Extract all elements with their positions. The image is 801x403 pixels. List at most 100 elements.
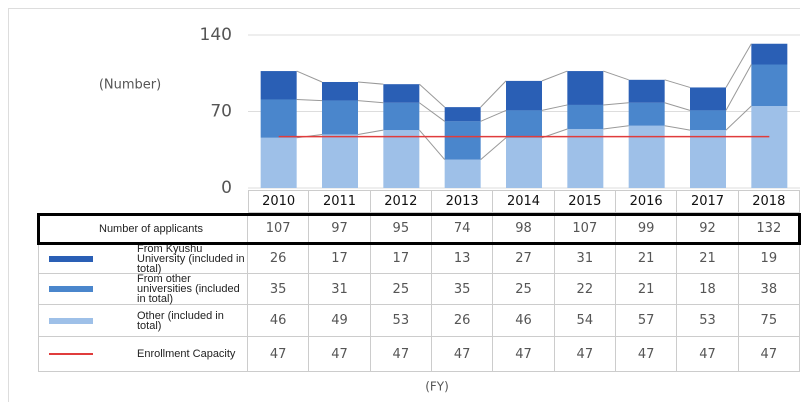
legend-label: From Kyushu University (included in tota… [38, 242, 248, 275]
table-value: 18 [677, 274, 739, 305]
bar-segment [322, 100, 358, 135]
connector-line [296, 98, 323, 102]
bar-segment [444, 121, 481, 160]
connector-line [480, 80, 507, 108]
bar-segment [567, 104, 604, 129]
table-value: 75 [738, 305, 800, 337]
connector-line [357, 81, 384, 85]
table-value-text: 97 [331, 221, 348, 236]
table-value-text: 47 [760, 346, 778, 362]
y-tick-label: 70 [210, 102, 232, 122]
year-header-text: 2018 [752, 194, 786, 209]
y-axis-label: (Number) [99, 78, 161, 93]
year-header: 2012 [370, 190, 432, 213]
bar-segment [690, 110, 726, 131]
table-value-text: 25 [515, 281, 532, 297]
connector-line [541, 104, 568, 111]
connector-line [480, 137, 507, 160]
table-value: 26 [248, 244, 310, 274]
table-value: 31 [309, 274, 371, 305]
year-header: 2015 [554, 190, 616, 213]
table-value-text: 22 [576, 281, 594, 297]
table-value: 47 [554, 337, 616, 372]
year-header-text: 2014 [506, 194, 541, 209]
table-value: 13 [432, 244, 494, 274]
legend-label: Other (included in total) [38, 305, 248, 337]
table-value-text: 21 [637, 251, 655, 266]
bar-segment [628, 102, 665, 126]
table-value-text: 46 [269, 313, 287, 328]
table-value-text: 47 [453, 346, 471, 362]
bar-segment [506, 110, 542, 138]
legend-label-text: From other universities (included in tot… [137, 273, 240, 305]
table-value: 47 [493, 337, 555, 372]
table-value: 17 [309, 244, 371, 274]
table-value-text: 26 [453, 313, 471, 328]
bar-segment [383, 102, 420, 131]
table-value: 31 [554, 244, 616, 274]
connector-line [357, 100, 384, 104]
table-value-text: 92 [699, 221, 716, 236]
connector-line [480, 109, 507, 122]
legend-label: From other universities (included in tot… [38, 274, 248, 305]
bar-segment [751, 106, 788, 188]
legend-label: Enrollment Capacity [38, 337, 248, 372]
table-value-text: 47 [331, 346, 348, 362]
legend-swatch [49, 353, 93, 355]
table-value: 21 [677, 244, 739, 274]
bar-segment [506, 137, 542, 188]
table-value: 19 [738, 244, 800, 274]
table-value-text: 95 [392, 221, 410, 236]
year-header: 2017 [677, 190, 739, 213]
year-header-text: 2016 [629, 194, 663, 209]
table-value-text: 17 [331, 251, 348, 266]
table-value-text: 107 [572, 221, 598, 236]
table-value-text: 25 [392, 281, 410, 297]
table-value: 46 [493, 305, 555, 337]
connector-line [296, 70, 323, 83]
table-value-text: 19 [760, 251, 778, 266]
legend-swatch [49, 317, 93, 324]
year-header-text: 2010 [262, 194, 296, 209]
table-value-text: 47 [699, 346, 716, 362]
bar-segment [322, 134, 358, 188]
year-header-text: 2012 [384, 194, 418, 209]
legend-swatch [49, 286, 93, 292]
table-value-text: 38 [760, 281, 778, 297]
connector-line [664, 79, 691, 88]
table-value: 57 [616, 305, 678, 337]
connector-line [664, 102, 691, 111]
table-value-text: 98 [515, 221, 532, 236]
year-header: 2018 [738, 190, 800, 213]
table-value-text: 17 [392, 251, 410, 266]
legend-swatch [49, 255, 93, 262]
table-value-text: 35 [269, 281, 287, 297]
table-value-text: 49 [331, 313, 348, 328]
bar-segment [628, 125, 665, 188]
bar-segment [260, 137, 297, 188]
connector-line [541, 70, 568, 82]
table-value-text: 75 [760, 313, 778, 328]
total-label-text: Number of applicants [99, 222, 203, 235]
connector-line [357, 129, 384, 135]
table-value: 25 [370, 274, 432, 305]
legend-label-text: Enrollment Capacity [137, 348, 236, 360]
bar-segment [260, 71, 297, 100]
connector-line [419, 102, 445, 122]
bar-segment [628, 79, 665, 103]
table-value: 27 [493, 244, 555, 274]
year-header: 2011 [309, 190, 371, 213]
legend-label-text: From Kyushu University (included in tota… [137, 242, 245, 275]
table-value: 49 [309, 305, 371, 337]
bar-segment [383, 84, 420, 103]
table-value: 47 [309, 337, 371, 372]
connector-line [603, 102, 629, 106]
legend-label-text: Other (included in total) [137, 309, 224, 332]
table-value: 22 [554, 274, 616, 305]
connector-line [418, 83, 446, 108]
table-value: 47 [616, 337, 678, 372]
table-value-text: 47 [637, 346, 655, 362]
y-tick-label: 140 [200, 25, 232, 45]
table-value: 47 [738, 337, 800, 372]
